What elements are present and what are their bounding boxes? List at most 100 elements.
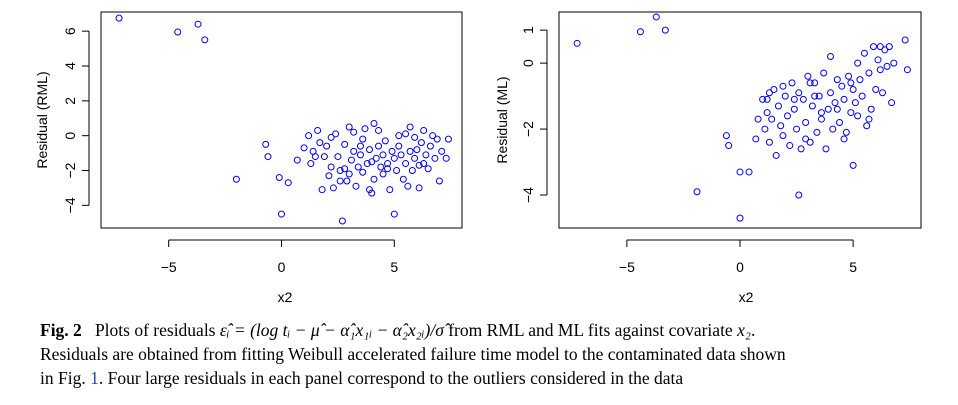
data-point bbox=[883, 62, 891, 70]
data-point bbox=[379, 151, 387, 159]
data-point bbox=[307, 160, 315, 168]
data-point bbox=[865, 115, 873, 123]
y-tick-label: 6 bbox=[62, 27, 78, 35]
y-tick-label: 0 bbox=[62, 132, 78, 140]
data-point bbox=[763, 109, 771, 117]
data-point bbox=[817, 115, 825, 123]
data-point bbox=[194, 20, 202, 28]
data-point bbox=[822, 145, 830, 153]
data-point bbox=[420, 126, 428, 134]
data-point bbox=[395, 142, 403, 150]
data-point bbox=[802, 135, 810, 143]
x-axis-label: x2 bbox=[278, 289, 293, 305]
data-point bbox=[829, 125, 837, 133]
data-point bbox=[384, 165, 392, 173]
data-point bbox=[375, 126, 383, 134]
data-point bbox=[332, 130, 340, 138]
data-point bbox=[808, 102, 816, 110]
data-point bbox=[795, 89, 803, 97]
data-point bbox=[417, 139, 425, 147]
data-point bbox=[806, 79, 814, 87]
data-point bbox=[869, 43, 877, 51]
data-point bbox=[860, 49, 868, 57]
data-point bbox=[804, 72, 812, 80]
data-point bbox=[636, 28, 644, 36]
data-point bbox=[424, 165, 432, 173]
data-point bbox=[334, 153, 342, 161]
data-point bbox=[903, 66, 911, 74]
data-point bbox=[338, 217, 346, 225]
data-point bbox=[795, 191, 803, 199]
data-point bbox=[849, 161, 857, 169]
data-point bbox=[325, 172, 333, 180]
data-point bbox=[779, 82, 787, 90]
data-point bbox=[827, 89, 834, 97]
data-point bbox=[863, 122, 871, 130]
caption-text: . Four large residuals in each panel cor… bbox=[98, 368, 684, 388]
figure-reference-link[interactable]: 1 bbox=[90, 368, 99, 388]
data-point bbox=[444, 135, 452, 143]
data-point bbox=[300, 144, 308, 152]
y-tick-label: 1 bbox=[520, 26, 536, 34]
y-tick-label: 4 bbox=[62, 62, 78, 70]
data-point bbox=[817, 109, 825, 117]
data-point bbox=[354, 163, 362, 171]
data-point bbox=[404, 182, 412, 190]
data-point bbox=[840, 135, 848, 143]
data-point bbox=[693, 188, 701, 196]
data-point bbox=[318, 186, 326, 194]
data-point bbox=[264, 153, 272, 161]
data-point bbox=[876, 66, 884, 74]
data-point bbox=[784, 112, 792, 120]
data-point bbox=[395, 132, 403, 140]
data-point bbox=[284, 179, 292, 187]
caption-line-2: Residuals are obtained from fitting Weib… bbox=[40, 344, 786, 364]
data-point bbox=[262, 140, 270, 148]
data-point bbox=[343, 177, 351, 185]
data-point bbox=[838, 82, 846, 90]
data-point bbox=[393, 167, 401, 175]
data-point bbox=[433, 135, 441, 143]
data-point bbox=[320, 153, 328, 161]
data-point bbox=[316, 139, 324, 147]
data-point bbox=[867, 105, 875, 113]
data-point bbox=[840, 95, 848, 103]
data-point bbox=[429, 132, 437, 140]
data-point bbox=[831, 99, 839, 107]
data-point bbox=[881, 46, 889, 54]
data-point bbox=[329, 184, 337, 192]
plot-frame bbox=[100, 11, 463, 229]
caption-text: in Fig. bbox=[40, 368, 91, 388]
data-point bbox=[363, 160, 371, 168]
data-point bbox=[725, 142, 733, 150]
data-point bbox=[375, 142, 383, 150]
data-point bbox=[854, 112, 862, 120]
data-point bbox=[652, 13, 660, 21]
data-point bbox=[350, 147, 358, 155]
data-point bbox=[390, 210, 398, 218]
data-point bbox=[420, 160, 428, 168]
data-point bbox=[411, 133, 419, 141]
data-point bbox=[311, 153, 319, 161]
data-point bbox=[275, 173, 283, 181]
data-point bbox=[174, 28, 182, 36]
data-point bbox=[406, 123, 414, 131]
data-point bbox=[754, 115, 762, 123]
data-point bbox=[399, 175, 407, 183]
y-tick-label: 0 bbox=[520, 59, 536, 67]
data-point bbox=[397, 151, 405, 159]
x-tick-label: 0 bbox=[278, 259, 286, 275]
x-tick-label: −5 bbox=[161, 259, 177, 275]
data-point bbox=[406, 147, 414, 155]
covariate-symbol: x₂ bbox=[737, 320, 751, 340]
data-point bbox=[854, 59, 862, 67]
data-point bbox=[370, 175, 378, 183]
data-point bbox=[426, 142, 434, 150]
data-point bbox=[422, 151, 430, 159]
data-point bbox=[415, 184, 423, 192]
data-point bbox=[352, 182, 360, 190]
data-point bbox=[797, 145, 805, 153]
data-point bbox=[799, 95, 807, 103]
data-point bbox=[359, 135, 367, 143]
